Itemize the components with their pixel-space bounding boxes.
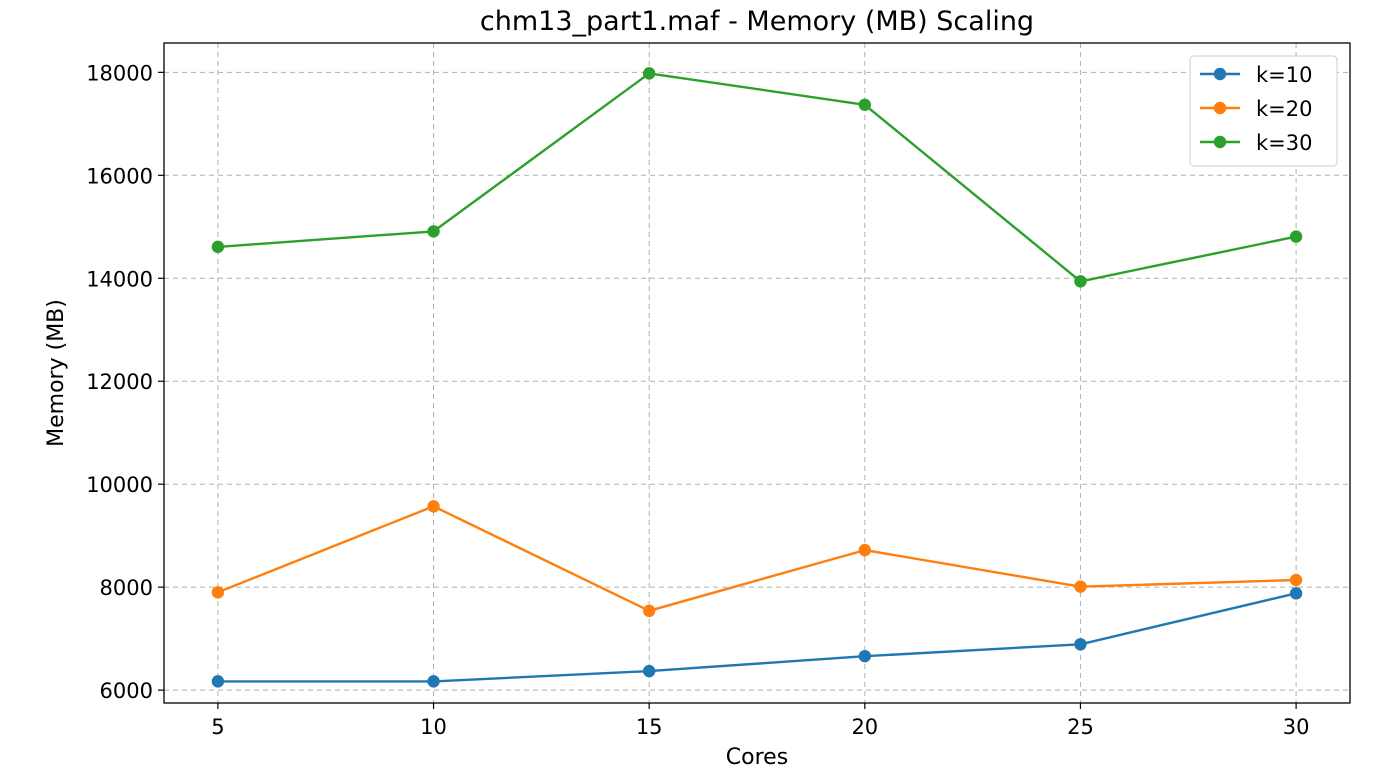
data-point <box>427 675 440 688</box>
series-line <box>217 72 1297 283</box>
data-point <box>1289 230 1303 243</box>
data-point <box>642 604 656 618</box>
chart-title: chm13_part1.maf - Memory (MB) Scaling <box>480 6 1034 37</box>
data-point <box>1289 587 1303 600</box>
y-tick-label: 10000 <box>86 473 153 497</box>
legend-label: k=10 <box>1256 63 1312 87</box>
series-k=20 <box>211 500 1303 618</box>
legend-item: k=20 <box>1200 97 1312 121</box>
y-tick-label: 8000 <box>100 576 153 600</box>
data-point <box>858 543 872 557</box>
data-point <box>211 240 225 254</box>
legend-marker <box>1213 135 1227 149</box>
y-tick-label: 16000 <box>86 164 153 188</box>
data-point <box>427 225 440 238</box>
series-k=10 <box>211 587 1303 688</box>
y-tick-label: 14000 <box>86 267 153 291</box>
data-point <box>1289 573 1303 587</box>
data-point <box>642 67 656 80</box>
data-point <box>1074 275 1087 288</box>
y-tick-label: 6000 <box>100 679 153 703</box>
series-line <box>217 592 1297 683</box>
legend: k=10 k=20 k=30 <box>1189 55 1338 167</box>
legend-label: k=20 <box>1256 97 1312 121</box>
plot-frame <box>163 42 1351 704</box>
legend-item: k=30 <box>1200 131 1312 155</box>
series-line <box>217 505 1297 612</box>
data-point <box>211 586 225 599</box>
legend-box <box>1189 55 1338 167</box>
legend-item: k=10 <box>1200 63 1312 87</box>
series-k=30 <box>211 67 1303 288</box>
x-tick-label: 5 <box>211 715 224 739</box>
data-point <box>1074 580 1087 593</box>
series-lines <box>211 67 1303 688</box>
x-tick-label: 10 <box>420 715 447 739</box>
x-axis-label: Cores <box>726 745 788 770</box>
legend-label: k=30 <box>1256 131 1312 155</box>
x-tick-label: 25 <box>1067 715 1094 739</box>
legend-marker <box>1213 101 1227 115</box>
y-tick-label: 18000 <box>86 61 153 85</box>
data-point <box>1074 638 1087 651</box>
data-point <box>211 675 225 688</box>
data-point <box>427 500 440 513</box>
axis-ticks: 5 10 15 20 25 30 6000 8000 10000 12000 14000 16000 1… <box>86 61 1309 739</box>
x-tick-label: 20 <box>851 715 878 739</box>
data-point <box>858 649 872 663</box>
data-point <box>858 98 872 111</box>
legend-marker <box>1213 67 1227 81</box>
x-tick-label: 15 <box>636 715 663 739</box>
data-point <box>642 664 656 678</box>
y-tick-label: 12000 <box>86 370 153 394</box>
x-tick-label: 30 <box>1283 715 1310 739</box>
y-axis-label: Memory (MB) <box>44 299 69 447</box>
